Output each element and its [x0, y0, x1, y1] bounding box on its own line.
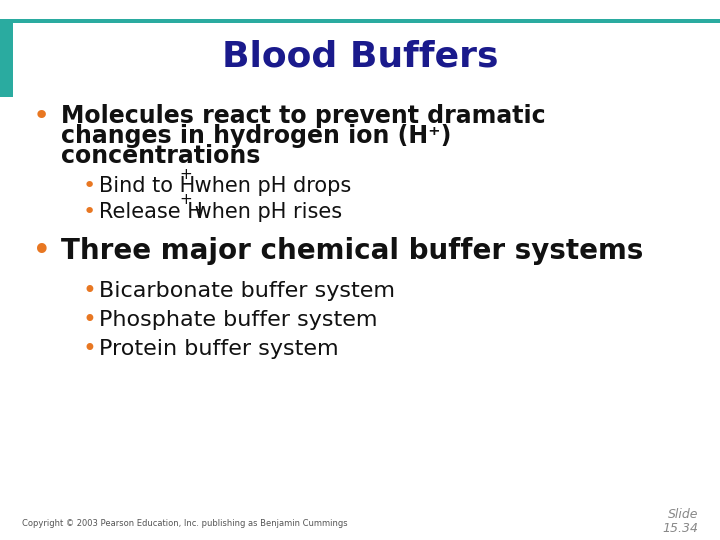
Text: Copyright © 2003 Pearson Education, Inc. publishing as Benjamin Cummings: Copyright © 2003 Pearson Education, Inc.…	[22, 519, 347, 528]
Text: •: •	[32, 234, 52, 268]
Text: •: •	[83, 176, 96, 197]
Text: •: •	[32, 102, 50, 130]
Text: Bind to H: Bind to H	[99, 176, 196, 197]
Bar	[0, 23, 13, 97]
Text: +: +	[179, 167, 192, 182]
Text: •: •	[83, 201, 96, 222]
Text: Slide: Slide	[668, 508, 698, 521]
Text: •: •	[83, 337, 96, 361]
Text: Release H: Release H	[99, 201, 203, 222]
Text: 15.34: 15.34	[662, 522, 698, 535]
Text: when pH drops: when pH drops	[188, 176, 351, 197]
Bar	[0, 19, 720, 23]
Text: Molecules react to prevent dramatic: Molecules react to prevent dramatic	[61, 104, 546, 128]
Text: Phosphate buffer system: Phosphate buffer system	[99, 309, 378, 330]
Text: changes in hydrogen ion (H⁺): changes in hydrogen ion (H⁺)	[61, 124, 451, 148]
Text: concentrations: concentrations	[61, 144, 261, 168]
Text: +: +	[179, 192, 192, 207]
Text: •: •	[83, 308, 96, 332]
Text: Blood Buffers: Blood Buffers	[222, 40, 498, 73]
Text: •: •	[83, 279, 96, 302]
Text: Three major chemical buffer systems: Three major chemical buffer systems	[61, 237, 644, 265]
Text: Protein buffer system: Protein buffer system	[99, 339, 339, 359]
Text: when pH rises: when pH rises	[188, 201, 342, 222]
Text: Bicarbonate buffer system: Bicarbonate buffer system	[99, 280, 395, 301]
